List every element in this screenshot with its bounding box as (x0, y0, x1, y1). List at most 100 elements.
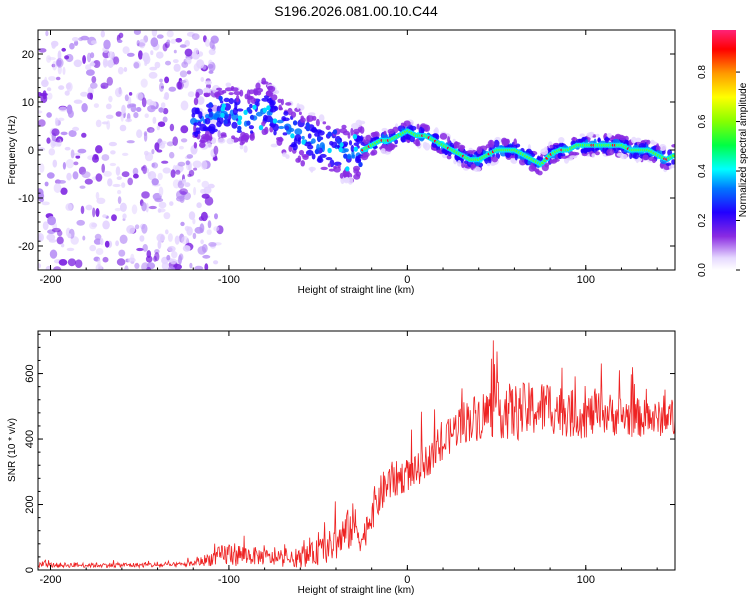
spectrogram-noise-blob (149, 66, 158, 71)
x-tick-label: -100 (218, 274, 240, 286)
spectrogram-noise-blob (128, 103, 137, 107)
spectrogram-cell (228, 92, 234, 96)
spectrogram-cell (571, 151, 578, 156)
spectrogram-cell (195, 92, 200, 98)
spectrogram-hot-cell (220, 106, 226, 112)
spectrogram-noise-blob (107, 59, 114, 68)
spectrogram-noise-blob (193, 123, 197, 134)
spectrogram-cell (261, 128, 268, 135)
spectrogram-cell (301, 135, 305, 140)
spectrogram-cell (662, 150, 666, 155)
spectrogram-noise-blob (102, 256, 109, 263)
spectrogram-noise-blob (168, 86, 177, 92)
spectrogram-noise-blob (119, 124, 127, 132)
colorbar-tick-label: 0.8 (697, 65, 708, 79)
spectrogram-noise-blob (151, 162, 159, 169)
spectrogram-noise-blob (133, 173, 139, 179)
spectrogram-noise-blob (204, 263, 209, 270)
spectrogram-noise-blob (150, 37, 159, 48)
spectrogram-cell (549, 144, 554, 149)
spectrogram-cell (633, 152, 640, 160)
spectrogram-noise-blob (106, 76, 114, 86)
spectrogram-noise-blob (196, 96, 205, 105)
spectrogram-noise-blob (156, 51, 164, 59)
spectrogram-noise-blob (54, 117, 59, 127)
spectrogram-noise-blob (201, 180, 210, 188)
spectrogram-y-axis: 20 10 0 -10 -20 (18, 29, 675, 271)
spectrogram-cell (315, 118, 320, 127)
spectrogram-cell (231, 121, 238, 129)
spectrogram-cell (514, 152, 518, 161)
spectrogram-noise-blob (166, 141, 174, 147)
spectrogram-cell (459, 145, 465, 152)
spectrogram-hot-cell (208, 102, 213, 108)
spectrogram-noise-blob (122, 213, 127, 219)
spectrogram-cell (432, 133, 439, 139)
spectrogram-noise-blob (189, 262, 193, 269)
spectrogram-noise-blob (107, 51, 114, 59)
spectrogram-noise-blob (95, 173, 103, 182)
spectrogram-cell (295, 157, 301, 163)
spectrogram-cell (360, 155, 366, 159)
spectrogram-cell (249, 103, 253, 109)
spectrogram-noise-blob (194, 265, 204, 270)
spectrogram-noise-blob (62, 162, 66, 170)
spectrogram-noise-blob (68, 130, 77, 137)
spectrogram-cell (513, 138, 517, 146)
colorbar-gradient (712, 30, 736, 270)
spectrogram-cell (341, 124, 347, 129)
spectrogram-cell (193, 142, 198, 149)
spectrogram-noise-blob (124, 94, 129, 102)
spectrogram-noise-blob (41, 201, 50, 206)
spectrogram-noise-blob (102, 214, 107, 218)
spectrogram-cell (255, 87, 264, 93)
snr-y-axis: 0 200 400 600 (24, 333, 675, 573)
spectrogram-noise-blob (192, 232, 197, 240)
spectrogram-noise-blob (90, 82, 98, 89)
spectrogram-hot-cell (292, 120, 298, 126)
spectrogram-cell (283, 111, 289, 116)
spectrogram-cell (268, 85, 276, 93)
spectrogram-cell (191, 112, 196, 118)
spectrogram-noise-blob (172, 136, 178, 146)
spectrogram-noise-blob (147, 172, 152, 177)
spectrogram-noise-blob (166, 39, 171, 45)
colorbar-tick-label: 0.2 (697, 213, 708, 227)
spectrogram-noise-blob (91, 76, 97, 84)
spectrogram-cell (558, 137, 565, 144)
spectrogram-noise-blob (48, 239, 57, 243)
spectrogram-noise-blob (169, 201, 174, 207)
spectrogram-noise-blob (200, 188, 207, 194)
spectrogram-noise-blob (57, 50, 62, 61)
spectrogram-cell (373, 136, 380, 140)
spectrogram-noise-blob (110, 150, 116, 155)
spectrogram-noise-blob (179, 80, 187, 83)
spectrogram-noise-blob (152, 116, 157, 124)
spectrogram-cell (569, 155, 577, 159)
spectrogram-cell (273, 129, 277, 136)
spectrogram-noise-blob (38, 110, 43, 114)
spectrogram-noise-blob (87, 92, 93, 100)
spectrogram-noise-blob (160, 102, 166, 109)
spectrogram-noise-blob (60, 187, 68, 195)
spectrogram-noise-blob (122, 152, 129, 156)
spectrogram-noise-blob (66, 247, 75, 252)
spectrogram-hot-cell (305, 122, 310, 128)
spectrogram-cell (327, 163, 331, 168)
spectrogram-cell (298, 111, 302, 116)
colorbar-ticks: 0.0 0.2 0.4 0.6 0.8 (697, 65, 740, 277)
spectrogram-cell (351, 122, 360, 130)
spectrogram-noise-blob (158, 201, 167, 209)
spectrogram-cell (541, 164, 549, 172)
spectrogram-cell (646, 139, 651, 145)
spectrogram-noise-blob (157, 240, 162, 250)
spectrogram-hot-cell (317, 136, 322, 142)
spectrogram-cell (194, 107, 200, 115)
spectrogram-noise-blob (90, 40, 98, 45)
spectrogram-hot-cell (258, 125, 264, 131)
spectrogram-cell (328, 168, 335, 172)
spectrogram-noise-blob (127, 177, 133, 186)
spectrogram-noise-blob (94, 233, 102, 241)
spectrogram-cell (319, 153, 327, 158)
spectrogram-cell (198, 111, 203, 119)
